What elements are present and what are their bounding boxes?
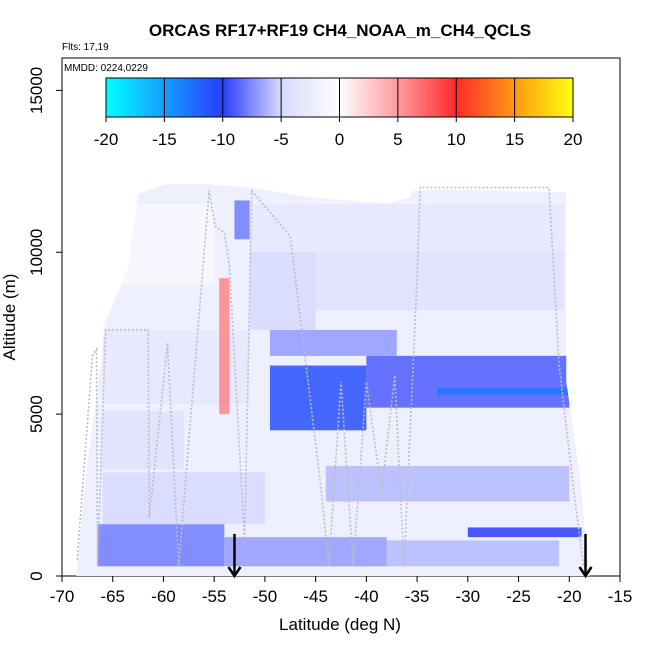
x-tick-label: -60 xyxy=(151,587,176,606)
colorbar-tick-label: 15 xyxy=(505,130,524,149)
colorbar-tick-label: -10 xyxy=(210,130,235,149)
x-tick-label: -50 xyxy=(253,587,278,606)
x-tick-label: -45 xyxy=(303,587,328,606)
x-tick-label: -65 xyxy=(100,587,125,606)
colorbar-tick-label: -15 xyxy=(152,130,177,149)
x-tick-label: -55 xyxy=(202,587,227,606)
x-tick-label: -15 xyxy=(608,587,633,606)
anomaly-band xyxy=(102,472,265,525)
anomaly-band xyxy=(122,203,215,285)
anomaly-band xyxy=(219,278,230,415)
mmdd-annotation: MMDD: 0224,0229 xyxy=(64,63,148,74)
anomaly-band xyxy=(315,252,565,311)
y-tick-label: 0 xyxy=(27,571,46,580)
y-axis: 0 5000 10000 15000 xyxy=(27,67,62,581)
anomaly-band xyxy=(97,524,225,567)
flight-track xyxy=(76,186,585,567)
x-tick-label: -25 xyxy=(506,587,531,606)
anomaly-band xyxy=(224,537,387,567)
colorbar-tick-label: 5 xyxy=(393,130,402,149)
y-tick-label: 10000 xyxy=(27,229,46,276)
x-tick-label: -40 xyxy=(354,587,379,606)
colorbar-tick-label: 10 xyxy=(447,130,466,149)
anomaly-band xyxy=(325,465,570,502)
profile-marker-arrow xyxy=(578,533,593,579)
colorbar-tick-label: -5 xyxy=(274,130,289,149)
plot-area xyxy=(61,57,621,579)
colorbar-tick-label: 20 xyxy=(564,130,583,149)
x-tick-label: -70 xyxy=(50,587,75,606)
anomaly-field xyxy=(76,184,590,576)
y-tick-label: 5000 xyxy=(27,395,46,433)
x-tick-label: -35 xyxy=(405,587,430,606)
x-axis-label: Latitude (deg N) xyxy=(279,615,401,634)
x-axis: -70 -65 -60 -55 -50 -45 -40 -35 -30 -25 -20 -15 xyxy=(50,576,633,606)
profile-marker-arrow xyxy=(227,533,242,579)
anomaly-band xyxy=(234,200,250,240)
y-tick-label: 15000 xyxy=(27,67,46,114)
anomaly-band xyxy=(249,252,316,330)
anomaly-band xyxy=(249,203,565,253)
anomaly-band xyxy=(437,388,570,395)
colorbar-tick-label: 0 xyxy=(335,130,344,149)
anomaly-band xyxy=(467,527,582,538)
chart-title: ORCAS RF17+RF19 CH4_NOAA_m_CH4_QCLS xyxy=(149,21,531,40)
colorbar-tick-label: -20 xyxy=(94,130,119,149)
y-axis-label: Altitude (m) xyxy=(0,274,19,361)
x-tick-label: -20 xyxy=(557,587,582,606)
colorbar: -20 -15 -10 -5 0 5 10 15 20 xyxy=(94,77,583,149)
flight-track-layer xyxy=(76,186,585,567)
anomaly-band xyxy=(366,355,570,408)
anomaly-band xyxy=(102,410,184,470)
anomaly-band xyxy=(269,365,367,431)
x-tick-label: -30 xyxy=(456,587,481,606)
anomaly-band xyxy=(269,329,397,356)
flights-annotation: Flts: 17,19 xyxy=(62,42,109,53)
colorbar-ticks: -20 -15 -10 -5 0 5 10 15 20 xyxy=(94,78,583,149)
anomaly-band xyxy=(386,540,560,567)
profile-marker-layer xyxy=(227,533,593,579)
